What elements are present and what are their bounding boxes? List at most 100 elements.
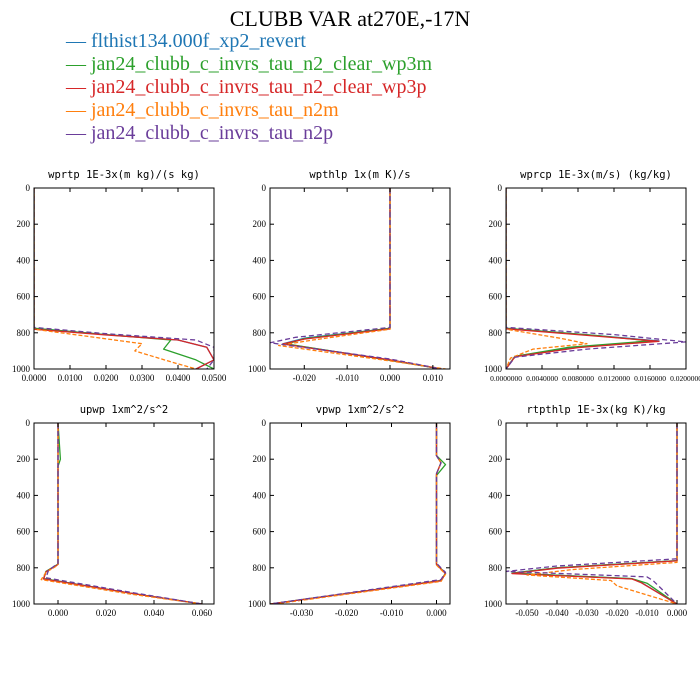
series-line [282, 188, 442, 369]
x-tick-label: -0.020 [293, 373, 317, 383]
y-tick-label: 600 [253, 292, 267, 302]
y-tick-label: 0 [498, 418, 503, 428]
series-line [270, 423, 447, 604]
series-line [506, 188, 686, 369]
series-line [282, 188, 442, 369]
y-tick-label: 1000 [12, 599, 31, 609]
y-tick-label: 800 [17, 328, 31, 338]
panel-title: vpwp 1xm^2/s^2 [316, 404, 405, 416]
x-tick-label: 0.000 [426, 608, 447, 618]
series-group [270, 188, 446, 369]
y-tick-label: 0 [262, 418, 267, 428]
chart-panel: upwp 1xm^2/s^2 0 200 400 600 800 1000 0.000 0.02… [12, 404, 215, 618]
legend-label: jan24_clubb_c_invrs_tau_n2p [91, 122, 334, 144]
legend-entry: — flthist134.000f_xp2_revert [66, 30, 432, 53]
x-tick-label: -0.020 [335, 608, 359, 618]
series-line [45, 423, 203, 604]
x-tick-label: 0.0400 [166, 373, 191, 383]
series-line [34, 188, 214, 369]
plot-frame [505, 187, 687, 370]
series-line [270, 423, 447, 604]
legend-entry: — jan24_clubb_c_invrs_tau_n2_clear_wp3p [66, 76, 432, 99]
x-tick-label: 0.000 [48, 608, 69, 618]
legend-marker: — [66, 30, 86, 52]
x-tick-label: -0.010 [336, 373, 360, 383]
chart-panel: wpthlp 1x(m K)/s 0 200 400 600 800 1000 -0.020 -… [248, 169, 451, 383]
y-tick-label: 0 [498, 183, 503, 193]
y-tick-label: 200 [17, 219, 31, 229]
series-line [42, 423, 203, 604]
x-tick-label: 0.000 [380, 373, 401, 383]
y-tick-label: 200 [17, 454, 31, 464]
x-tick-label: 0.0100 [58, 373, 83, 383]
x-tick-label: 0.0080000 [562, 374, 594, 383]
series-line [526, 423, 678, 604]
y-tick-label: 200 [489, 454, 503, 464]
y-tick-label: 1000 [248, 599, 267, 609]
series-line [42, 423, 203, 604]
panel-title: wprcp 1E-3x(m/s) (kg/kg) [520, 169, 672, 181]
series-line [270, 423, 447, 604]
x-tick-label: 0.040 [144, 608, 165, 618]
y-tick-label: 1000 [484, 599, 503, 609]
legend-entry: — jan24_clubb_c_invrs_tau_n2m [66, 99, 432, 122]
x-tick-label: 0.0000000 [490, 374, 522, 383]
series-line [34, 188, 197, 369]
series-line [286, 188, 442, 369]
y-tick-label: 600 [253, 527, 267, 537]
x-tick-label: 0.000 [667, 608, 688, 618]
x-tick-label: 0.0200000 [670, 374, 700, 383]
panel-title: upwp 1xm^2/s^2 [80, 404, 169, 416]
series-line [506, 423, 678, 604]
series-line [274, 423, 447, 604]
y-tick-label: 200 [253, 219, 267, 229]
plot-frame [269, 187, 451, 370]
chart-panel: rtpthlp 1E-3x(kg K)/kg 0 200 400 600 800 1000 -… [484, 404, 688, 618]
y-tick-label: 1000 [12, 364, 31, 374]
y-tick-label: 400 [17, 255, 31, 265]
series-line [511, 423, 678, 604]
legend-entry: — jan24_clubb_c_invrs_tau_n2p [66, 122, 432, 145]
series-line [34, 188, 214, 369]
series-line [270, 188, 442, 369]
chart-panel: vpwp 1xm^2/s^2 0 200 400 600 800 1000 -0.030 -0.… [248, 404, 451, 618]
y-tick-label: 600 [489, 527, 503, 537]
legend-label: jan24_clubb_c_invrs_tau_n2_clear_wp3m [91, 53, 433, 75]
legend-marker: — [66, 76, 86, 98]
x-tick-label: 0.0040000 [526, 374, 558, 383]
plot-frame [505, 422, 687, 605]
x-tick-label: -0.030 [290, 608, 314, 618]
x-tick-label: 0.060 [192, 608, 213, 618]
y-tick-label: 1000 [248, 364, 267, 374]
x-tick-label: 0.0500 [202, 373, 227, 383]
y-tick-label: 1000 [484, 364, 503, 374]
series-group [40, 423, 203, 604]
y-tick-label: 400 [253, 490, 267, 500]
y-tick-label: 600 [17, 527, 31, 537]
plot-frame [33, 187, 215, 370]
y-tick-label: 600 [489, 292, 503, 302]
plot-frame [269, 422, 451, 605]
x-tick-label: -0.010 [635, 608, 659, 618]
y-tick-label: 400 [489, 490, 503, 500]
series-line [277, 188, 446, 369]
y-tick-label: 600 [17, 292, 31, 302]
legend-entry: — jan24_clubb_c_invrs_tau_n2_clear_wp3m [66, 53, 432, 76]
series-group [270, 423, 447, 604]
series-line [42, 423, 203, 604]
y-tick-label: 200 [489, 219, 503, 229]
series-line [270, 423, 447, 604]
x-tick-label: 0.0160000 [634, 374, 666, 383]
y-tick-label: 200 [253, 454, 267, 464]
x-tick-label: -0.030 [575, 608, 599, 618]
x-tick-label: -0.050 [515, 608, 539, 618]
legend-marker: — [66, 53, 86, 75]
x-tick-label: -0.040 [545, 608, 569, 618]
legend-label: flthist134.000f_xp2_revert [91, 30, 306, 52]
y-tick-label: 800 [17, 563, 31, 573]
y-tick-label: 0 [26, 183, 31, 193]
x-tick-label: 0.0200 [94, 373, 119, 383]
y-tick-label: 400 [489, 255, 503, 265]
page-title: CLUBB VAR at270E,-17N [229, 6, 471, 31]
